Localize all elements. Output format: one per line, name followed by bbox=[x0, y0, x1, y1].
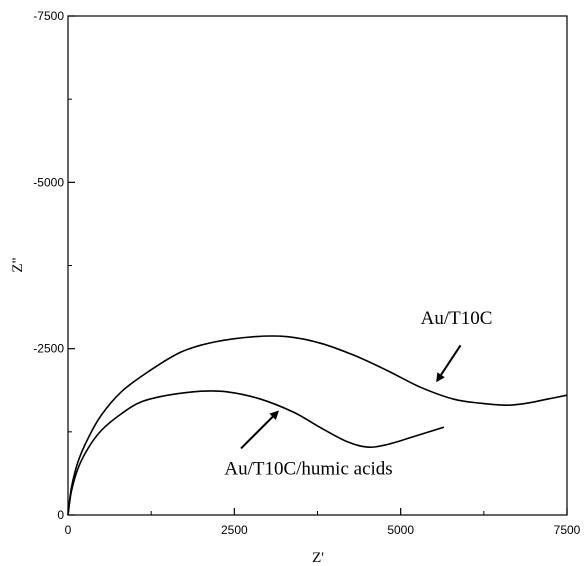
annotations: Au/T10C Au/T10C/humic acids bbox=[224, 308, 492, 479]
x-tick-label: 7500 bbox=[554, 523, 581, 537]
x-tick-label: 5000 bbox=[387, 523, 414, 537]
x-axis-label: Z' bbox=[312, 550, 324, 566]
plot-frame bbox=[67, 15, 568, 516]
y-tick-label: 0 bbox=[57, 508, 64, 522]
y-tick-label: -7500 bbox=[33, 9, 64, 23]
series-annotation-label: Au/T10C bbox=[421, 308, 493, 329]
y-tick-label: -2500 bbox=[33, 342, 64, 356]
y-axis-label: Z" bbox=[10, 257, 26, 272]
series-annotation-label: Au/T10C/humic acids bbox=[224, 458, 392, 479]
series-line-1 bbox=[67, 335, 568, 516]
series-group bbox=[67, 335, 568, 516]
x-tick-label: 2500 bbox=[221, 523, 248, 537]
axis-ticks: 0 2500 5000 7500 0 -2500 -5000 -7500 bbox=[33, 9, 580, 537]
x-tick-label: 0 bbox=[65, 523, 72, 537]
annotation-arrow bbox=[436, 344, 462, 383]
annotation-arrow bbox=[240, 410, 279, 450]
y-tick-label: -5000 bbox=[33, 175, 64, 189]
series-line-2 bbox=[67, 390, 445, 516]
